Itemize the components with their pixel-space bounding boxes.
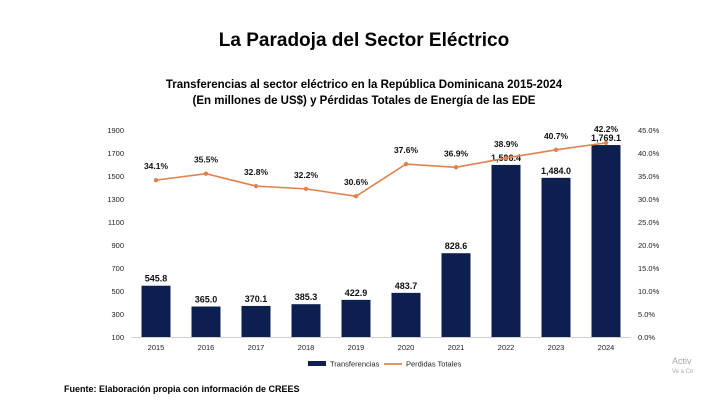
bar-transferencias xyxy=(391,292,421,337)
x-axis-tick-label: 2018 xyxy=(298,343,315,352)
bar-transferencias xyxy=(241,305,271,337)
line-value-label: 32.2% xyxy=(294,170,319,180)
left-axis-tick-label: 300 xyxy=(111,310,124,319)
right-axis-tick-label: 20.0% xyxy=(638,241,660,250)
line-value-label: 30.6% xyxy=(344,177,369,187)
bar-value-label: 483.7 xyxy=(395,281,418,291)
bar-value-label: 545.8 xyxy=(145,274,168,284)
main-title: La Paradoja del Sector Eléctrico xyxy=(218,30,510,51)
x-axis-tick-label: 2019 xyxy=(348,343,365,352)
bar-transferencias xyxy=(141,285,171,337)
x-axis-tick-label: 2016 xyxy=(198,343,215,352)
line-point-perdidas xyxy=(153,177,159,183)
bar-transferencias xyxy=(441,253,471,337)
bar-value-label: 370.1 xyxy=(245,294,268,304)
bar-transferencias xyxy=(591,145,621,337)
x-axis-tick-label: 2023 xyxy=(548,343,565,352)
right-axis-tick-label: 25.0% xyxy=(638,218,660,227)
left-axis-tick-label: 1500 xyxy=(107,172,124,181)
left-axis-tick-label: 100 xyxy=(111,333,124,342)
line-value-label: 40.7% xyxy=(544,131,569,141)
line-point-perdidas xyxy=(503,155,509,161)
line-value-label: 35.5% xyxy=(194,155,219,165)
bar-value-label: 828.6 xyxy=(445,241,468,251)
line-value-label: 42.2% xyxy=(594,124,619,134)
bar-value-label: 1,484.0 xyxy=(541,166,571,176)
left-axis-tick-label: 1700 xyxy=(107,149,124,158)
line-point-perdidas xyxy=(253,183,259,189)
x-axis-tick-label: 2022 xyxy=(498,343,515,352)
x-axis-tick-label: 2020 xyxy=(398,343,415,352)
bar-transferencias xyxy=(291,304,321,337)
bar-transferencias xyxy=(541,177,571,337)
watermark-line-1: Activ xyxy=(672,356,692,366)
line-point-perdidas xyxy=(603,140,609,146)
line-point-perdidas xyxy=(303,186,309,192)
right-axis-tick-label: 0.0% xyxy=(638,333,655,342)
source-note: Fuente: Elaboración propia con informaci… xyxy=(64,384,300,394)
right-axis-tick-label: 30.0% xyxy=(638,195,660,204)
right-axis-tick-label: 10.0% xyxy=(638,287,660,296)
right-axis-tick-label: 35.0% xyxy=(638,172,660,181)
chart-title-line-1: Transferencias al sector eléctrico en la… xyxy=(165,79,563,91)
left-axis-tick-label: 900 xyxy=(111,241,124,250)
legend-swatch-transferencias xyxy=(308,361,326,366)
left-axis-tick-label: 1300 xyxy=(107,195,124,204)
bar-transferencias xyxy=(341,299,371,337)
line-perdidas-totales xyxy=(155,142,607,198)
line-value-label: 38.9% xyxy=(494,139,519,149)
bar-value-label: 365.0 xyxy=(195,295,218,305)
line-value-label: 34.1% xyxy=(144,161,169,171)
bar-transferencias xyxy=(491,164,521,337)
left-axis-tick-label: 700 xyxy=(111,264,124,273)
left-axis-tick-label: 1100 xyxy=(108,218,124,227)
right-axis-tick-label: 5.0% xyxy=(638,310,655,319)
bar-value-label: 422.9 xyxy=(345,288,368,298)
line-point-perdidas xyxy=(203,171,209,176)
line-point-perdidas xyxy=(553,147,559,152)
x-axis-tick-label: 2015 xyxy=(148,343,165,352)
right-axis-tick-label: 45.0% xyxy=(638,126,660,135)
chart-title: Transferencias al sector eléctrico en la… xyxy=(0,77,728,109)
left-axis-tick-label: 1900 xyxy=(107,126,124,135)
line-value-label: 32.8% xyxy=(244,167,269,177)
chart-title-line-2: (En millones de US$) y Pérdidas Totales … xyxy=(192,95,536,107)
watermark-line-2: Ve a Co xyxy=(672,369,694,375)
bar-transferencias xyxy=(191,306,221,337)
right-axis-tick-label: 40.0% xyxy=(638,149,660,158)
left-axis-tick-label: 500 xyxy=(111,287,124,296)
legend-label-perdidas: Perdidas Totales xyxy=(406,360,462,369)
x-axis-tick-label: 2024 xyxy=(598,343,615,352)
line-point-perdidas xyxy=(453,165,459,170)
line-value-label: 37.6% xyxy=(394,145,419,155)
bar-value-label: 1,769.1 xyxy=(591,133,621,143)
legend-label-transferencias: Transferencias xyxy=(330,360,380,369)
right-axis-tick-label: 15.0% xyxy=(638,264,660,273)
line-value-label: 36.9% xyxy=(444,148,469,158)
line-point-perdidas xyxy=(353,194,359,199)
x-axis-tick-label: 2017 xyxy=(248,343,265,352)
x-axis-tick-label: 2021 xyxy=(448,343,465,352)
activation-watermark: Activ Ve a Co xyxy=(672,356,693,378)
line-point-perdidas xyxy=(403,161,409,167)
bar-value-label: 385.3 xyxy=(295,292,318,302)
